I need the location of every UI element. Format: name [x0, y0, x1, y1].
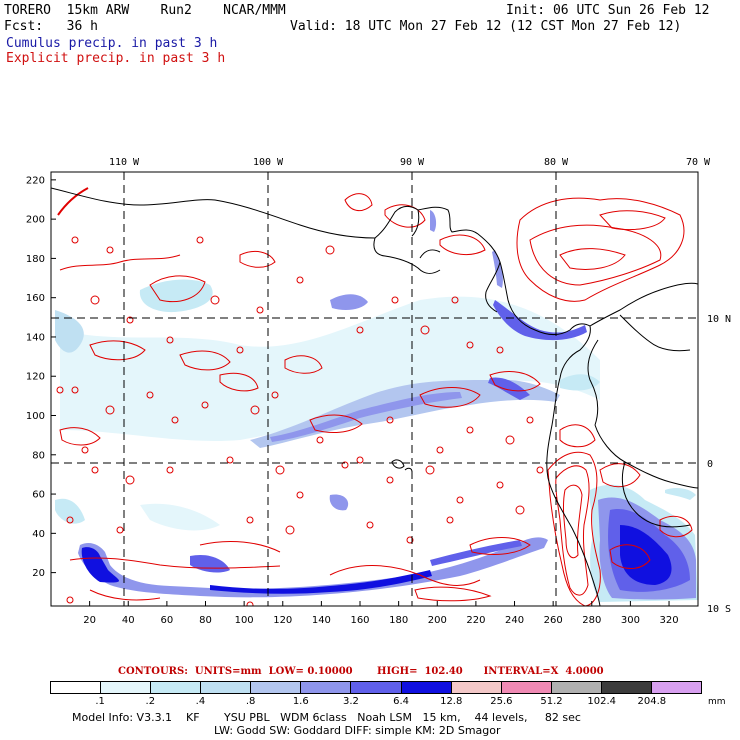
colorbar-swatch: [651, 682, 702, 693]
y-tick-label: 180: [26, 254, 45, 265]
y-tick-label: 80: [32, 450, 45, 461]
x-tick-label: 200: [428, 615, 447, 626]
contour-info: CONTOURS: UNITS=mm LOW= 0.10000 HIGH= 10…: [118, 666, 604, 677]
colorbar-label: 1.6: [292, 696, 309, 707]
x-tick-label: 40: [122, 615, 135, 626]
x-tick-label: 100: [235, 615, 254, 626]
x-tick-label: 220: [466, 615, 485, 626]
x-tick-label: 260: [544, 615, 563, 626]
y-tick-label: 60: [32, 490, 45, 501]
colorbar-swatch: [301, 682, 352, 693]
lon-label: 100 W: [253, 157, 284, 168]
lat-labels: 10 N 0 10 S: [707, 314, 731, 615]
cumulus-shading: [55, 210, 698, 602]
x-tick-labels: 20 40 60 80 100 120 140 160 180 200 220 240 260 280 30…: [83, 601, 679, 626]
coastlines: [51, 187, 698, 606]
colorbar-swatch: [151, 682, 202, 693]
scattered-cells: [56, 236, 544, 606]
lat-label: 10 N: [707, 314, 731, 325]
precip-map: 110 W 100 W 90 W 80 W 70 W 10 N 0 10 S 2…: [26, 157, 731, 626]
valid-time: Valid: 18 UTC Mon 27 Feb 12 (12 CST Mon …: [290, 19, 682, 34]
y-tick-label: 100: [26, 411, 45, 422]
lat-label: 10 S: [707, 604, 731, 615]
colorbar-label: 3.2: [342, 696, 359, 707]
colorbar-label: .4: [195, 696, 206, 707]
field-explicit-label: Explicit precip. in past 3 h: [6, 51, 226, 66]
colorbar-label: 12.8: [440, 696, 463, 707]
plot-frame: [50, 171, 699, 607]
colorbar-label: 102.4: [587, 696, 617, 707]
colorbar-swatch: [351, 682, 402, 693]
colorbar-label: .2: [145, 696, 156, 707]
physics-info: LW: Godd SW: Goddard DIFF: simple KM: 2D…: [214, 724, 501, 737]
model-info: Model Info: V3.3.1 KF YSU PBL WDM 6class…: [72, 711, 581, 724]
x-tick-label: 140: [312, 615, 331, 626]
colorbar-swatch: [601, 682, 652, 693]
colorbar-swatch: [251, 682, 302, 693]
colorbar-units: mm: [708, 697, 726, 707]
colorbar-swatch: [501, 682, 552, 693]
forecast-hour: Fcst: 36 h: [4, 19, 98, 34]
colorbar-swatch: [201, 682, 252, 693]
x-tick-label: 300: [621, 615, 640, 626]
colorbar-swatch: [451, 682, 502, 693]
colorbar-swatch: [101, 682, 152, 693]
colorbar-label: 204.8: [637, 696, 667, 707]
y-tick-label: 160: [26, 293, 45, 304]
lon-label: 90 W: [400, 157, 425, 168]
lat-label: 0: [707, 459, 713, 470]
colorbar-swatch: [551, 682, 602, 693]
x-tick-label: 240: [505, 615, 524, 626]
x-tick-label: 20: [83, 615, 96, 626]
x-tick-label: 160: [350, 615, 369, 626]
x-tick-label: 280: [582, 615, 601, 626]
x-tick-label: 80: [199, 615, 212, 626]
lon-label: 110 W: [109, 157, 140, 168]
y-tick-labels: 220 200 180 160 140 120 100 80 60 40 20: [26, 175, 56, 579]
lon-label: 70 W: [686, 157, 711, 168]
x-tick-label: 320: [659, 615, 678, 626]
y-tick-label: 200: [26, 215, 45, 226]
colorbar-swatch: [51, 682, 102, 693]
y-tick-label: 20: [32, 568, 45, 579]
y-tick-label: 40: [32, 529, 45, 540]
colorbar-label: .8: [245, 696, 256, 707]
model-title: TORERO 15km ARW Run2 NCAR/MMM: [4, 3, 286, 18]
lon-labels: 110 W 100 W 90 W 80 W 70 W: [109, 157, 711, 168]
x-tick-label: 60: [161, 615, 174, 626]
x-tick-label: 120: [273, 615, 292, 626]
y-tick-label: 220: [26, 175, 45, 186]
init-time: Init: 06 UTC Sun 26 Feb 12: [506, 3, 710, 18]
field-cumulus-label: Cumulus precip. in past 3 h: [6, 36, 218, 51]
colorbar-swatch: [401, 682, 452, 693]
colorbar-label: 51.2: [540, 696, 563, 707]
lon-label: 80 W: [544, 157, 569, 168]
x-tick-label: 180: [389, 615, 408, 626]
colorbar: [50, 681, 702, 694]
colorbar-label: 6.4: [393, 696, 410, 707]
colorbar-label: 25.6: [490, 696, 513, 707]
colorbar-label: .1: [95, 696, 105, 707]
y-tick-label: 140: [26, 332, 45, 343]
explicit-contours: [56, 187, 693, 606]
y-tick-label: 120: [26, 372, 45, 383]
latlon-grid: [51, 172, 698, 606]
